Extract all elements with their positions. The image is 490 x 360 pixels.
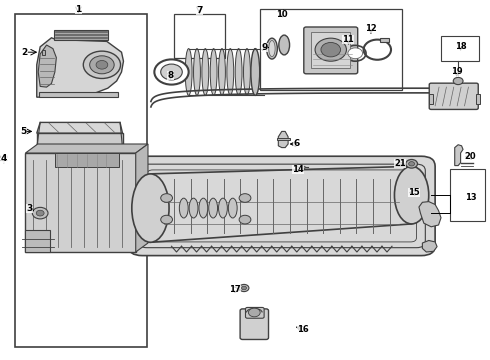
Ellipse shape [251,49,260,95]
Ellipse shape [394,166,429,224]
Text: 1: 1 [75,4,81,13]
Text: 10: 10 [276,10,288,19]
Text: 15: 15 [408,188,420,197]
Text: 7: 7 [196,6,203,15]
Ellipse shape [235,49,242,95]
Bar [42,50,45,55]
Ellipse shape [210,49,217,95]
Circle shape [453,77,463,85]
Circle shape [239,215,251,224]
Text: 2: 2 [22,48,27,57]
Polygon shape [302,165,306,170]
Ellipse shape [279,35,290,55]
Circle shape [296,165,304,170]
Text: 4: 4 [0,154,7,163]
Ellipse shape [185,49,192,95]
Ellipse shape [199,198,208,218]
Ellipse shape [267,38,277,59]
Bar [174,14,225,58]
Ellipse shape [209,198,218,218]
Circle shape [96,60,108,69]
FancyBboxPatch shape [304,27,358,74]
Circle shape [315,38,346,61]
Bar [380,38,389,42]
Circle shape [161,194,172,202]
Circle shape [409,162,415,166]
Text: 6: 6 [294,139,299,148]
Bar [15,14,147,347]
Polygon shape [38,45,56,87]
Ellipse shape [194,49,200,95]
Bar [260,9,402,90]
Circle shape [161,215,172,224]
Circle shape [248,308,260,317]
Bar [25,230,50,252]
Bar [450,169,485,221]
Polygon shape [422,240,437,252]
Polygon shape [37,38,123,97]
Text: 21: 21 [394,159,406,168]
Bar [429,94,433,104]
Text: 20: 20 [465,152,476,161]
Circle shape [36,210,44,216]
Polygon shape [136,144,148,252]
Text: 8: 8 [168,71,173,80]
Text: 4: 4 [0,154,7,163]
Polygon shape [37,133,122,148]
Circle shape [348,48,363,59]
Ellipse shape [202,49,209,95]
Ellipse shape [269,40,275,57]
Text: 5: 5 [21,127,26,136]
Circle shape [239,284,249,292]
FancyBboxPatch shape [429,83,478,109]
Text: 18: 18 [455,41,466,50]
Ellipse shape [227,49,234,95]
Circle shape [154,59,189,85]
Circle shape [242,286,246,290]
Text: 16: 16 [297,325,309,334]
Bar [55,153,119,167]
Circle shape [90,56,114,74]
Polygon shape [39,92,118,97]
Bar [441,36,479,61]
Polygon shape [278,131,288,148]
Ellipse shape [132,174,169,242]
Text: 17: 17 [229,285,241,294]
Ellipse shape [252,49,259,95]
Text: 14: 14 [292,165,304,174]
Polygon shape [455,145,463,166]
Ellipse shape [219,49,225,95]
Ellipse shape [244,49,250,95]
Circle shape [321,42,341,57]
Bar [476,94,480,104]
Circle shape [83,51,121,78]
Ellipse shape [179,198,188,218]
Ellipse shape [189,198,198,218]
Circle shape [406,159,417,168]
Ellipse shape [219,198,227,218]
FancyBboxPatch shape [240,309,269,339]
Ellipse shape [228,198,237,218]
Circle shape [32,207,48,219]
Text: 9: 9 [261,43,268,52]
Bar [25,153,136,252]
Bar [311,32,350,68]
Text: 19: 19 [451,68,463,77]
FancyBboxPatch shape [128,156,435,256]
Text: 11: 11 [342,35,354,44]
Circle shape [161,64,182,80]
Bar [54,30,108,40]
Polygon shape [25,144,148,153]
Circle shape [239,194,251,202]
Polygon shape [37,122,122,133]
Text: 12: 12 [365,24,377,33]
Text: 13: 13 [465,194,476,202]
Text: 3: 3 [26,204,32,213]
Bar [277,138,290,140]
FancyBboxPatch shape [245,307,264,318]
Polygon shape [419,202,441,227]
